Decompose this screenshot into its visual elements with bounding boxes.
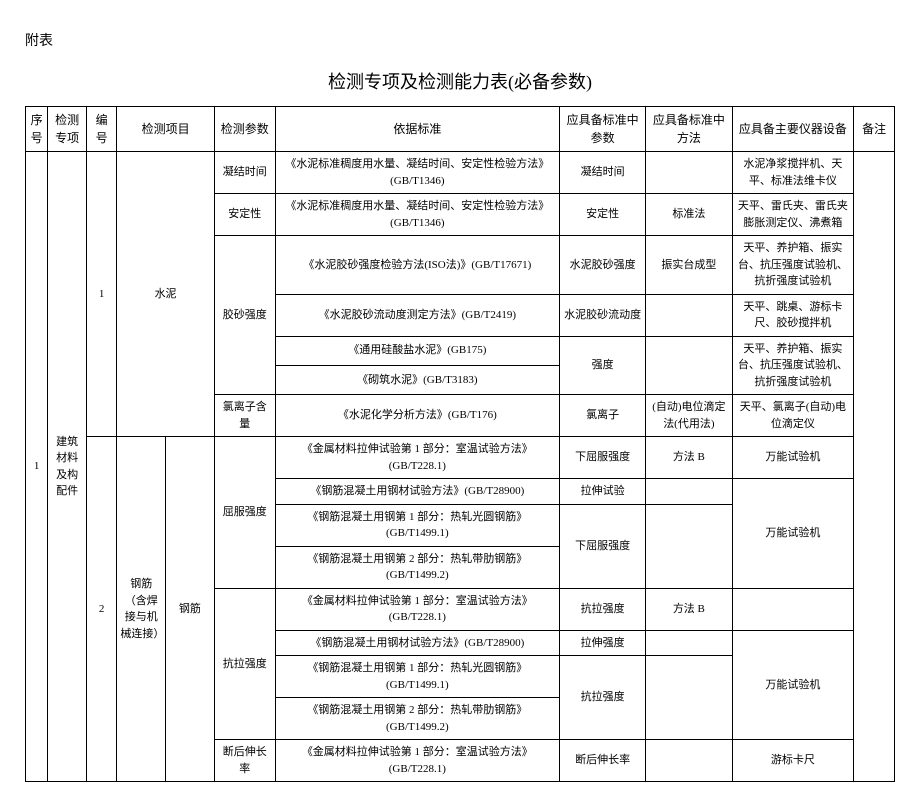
cell-stdparam: 凝结时间 <box>559 152 645 194</box>
cell-standard: 《钢筋混凝土用钢第 1 部分：热轧光圆钢筋》(GB/T1499.1) <box>275 656 559 698</box>
capability-table: 序号 检测专项 编号 检测项目 检测参数 依据标准 应具备标准中参数 应具备标准… <box>25 106 895 782</box>
col-num: 编号 <box>86 107 116 152</box>
cell-stdmethod <box>646 336 732 395</box>
cell-standard: 《钢筋混凝土用钢材试验方法》(GB/T28900) <box>275 479 559 505</box>
cell-item: 水泥 <box>117 152 214 437</box>
cell-param: 氯离子含量 <box>214 395 275 437</box>
cell-stdmethod: 标准法 <box>646 194 732 236</box>
col-standard: 依据标准 <box>275 107 559 152</box>
cell-standard: 《水泥标准稠度用水量、凝结时间、安定性检验方法》(GB/T1346) <box>275 152 559 194</box>
cell-stdparam: 断后伸长率 <box>559 740 645 782</box>
col-remark: 备注 <box>854 107 895 152</box>
cell-num: 2 <box>86 437 116 782</box>
table-row: 2 钢筋（含焊接与机械连接） 钢筋 屈服强度 《金属材料拉伸试验第 1 部分：室… <box>26 437 895 479</box>
col-seq: 序号 <box>26 107 48 152</box>
cell-equip <box>732 588 854 630</box>
col-stdmethod: 应具备标准中方法 <box>646 107 732 152</box>
cell-equip: 天平、跳桌、游标卡尺、胶砂搅拌机 <box>732 294 854 336</box>
cell-equip: 天平、雷氏夹、雷氏夹膨胀测定仪、沸煮箱 <box>732 194 854 236</box>
cell-special: 建筑材料及构配件 <box>48 152 87 782</box>
cell-equip: 万能试验机 <box>732 437 854 479</box>
col-item: 检测项目 <box>117 107 214 152</box>
cell-stdmethod: 振实台成型 <box>646 236 732 295</box>
cell-stdmethod <box>646 479 732 505</box>
cell-stdmethod <box>646 152 732 194</box>
cell-standard: 《钢筋混凝土用钢第 2 部分：热轧带肋钢筋》(GB/T1499.2) <box>275 698 559 740</box>
cell-stdmethod <box>646 294 732 336</box>
col-special: 检测专项 <box>48 107 87 152</box>
cell-stdparam: 抗拉强度 <box>559 656 645 740</box>
attachment-label: 附表 <box>25 30 895 50</box>
cell-equip: 天平、养护箱、振实台、抗压强度试验机、抗折强度试验机 <box>732 336 854 395</box>
cell-stdmethod: 方法 B <box>646 437 732 479</box>
cell-stdparam: 水泥胶砂流动度 <box>559 294 645 336</box>
cell-stdmethod <box>646 656 732 740</box>
cell-stdmethod: (自动)电位滴定法(代用法) <box>646 395 732 437</box>
cell-param: 断后伸长率 <box>214 740 275 782</box>
cell-equip: 万能试验机 <box>732 630 854 740</box>
cell-stdparam: 抗拉强度 <box>559 588 645 630</box>
cell-equip: 万能试验机 <box>732 479 854 589</box>
cell-seq: 1 <box>26 152 48 782</box>
cell-standard: 《水泥胶砂流动度测定方法》(GB/T2419) <box>275 294 559 336</box>
cell-param: 凝结时间 <box>214 152 275 194</box>
cell-standard: 《水泥化学分析方法》(GB/T176) <box>275 395 559 437</box>
cell-standard: 《金属材料拉伸试验第 1 部分：室温试验方法》(GB/T228.1) <box>275 740 559 782</box>
table-row: 1 建筑材料及构配件 1 水泥 凝结时间 《水泥标准稠度用水量、凝结时间、安定性… <box>26 152 895 194</box>
cell-standard: 《通用硅酸盐水泥》(GB175) <box>275 336 559 365</box>
cell-standard: 《钢筋混凝土用钢第 1 部分：热轧光圆钢筋》(GB/T1499.1) <box>275 504 559 546</box>
cell-num: 1 <box>86 152 116 437</box>
cell-stdparam: 拉伸强度 <box>559 630 645 656</box>
cell-param: 胶砂强度 <box>214 236 275 395</box>
cell-stdparam: 强度 <box>559 336 645 395</box>
cell-stdparam: 下屈服强度 <box>559 437 645 479</box>
cell-stdmethod <box>646 740 732 782</box>
cell-stdparam: 下屈服强度 <box>559 504 645 588</box>
cell-param: 安定性 <box>214 194 275 236</box>
cell-stdparam: 安定性 <box>559 194 645 236</box>
page-title: 检测专项及检测能力表(必备参数) <box>25 68 895 94</box>
cell-equip: 天平、氯离子(自动)电位滴定仪 <box>732 395 854 437</box>
col-stdparam: 应具备标准中参数 <box>559 107 645 152</box>
cell-stdparam: 水泥胶砂强度 <box>559 236 645 295</box>
cell-standard: 《钢筋混凝土用钢材试验方法》(GB/T28900) <box>275 630 559 656</box>
cell-equip: 游标卡尺 <box>732 740 854 782</box>
cell-stdmethod: 方法 B <box>646 588 732 630</box>
col-equip: 应具备主要仪器设备 <box>732 107 854 152</box>
cell-standard: 《水泥标准稠度用水量、凝结时间、安定性检验方法》(GB/T1346) <box>275 194 559 236</box>
cell-standard: 《金属材料拉伸试验第 1 部分：室温试验方法》(GB/T228.1) <box>275 588 559 630</box>
cell-stdparam: 氯离子 <box>559 395 645 437</box>
cell-param: 屈服强度 <box>214 437 275 589</box>
cell-standard: 《金属材料拉伸试验第 1 部分：室温试验方法》(GB/T228.1) <box>275 437 559 479</box>
table-header-row: 序号 检测专项 编号 检测项目 检测参数 依据标准 应具备标准中参数 应具备标准… <box>26 107 895 152</box>
cell-standard: 《钢筋混凝土用钢第 2 部分：热轧带肋钢筋》(GB/T1499.2) <box>275 546 559 588</box>
cell-param: 抗拉强度 <box>214 588 275 740</box>
cell-equip: 天平、养护箱、振实台、抗压强度试验机、抗折强度试验机 <box>732 236 854 295</box>
cell-item: 钢筋 <box>166 437 215 782</box>
col-param: 检测参数 <box>214 107 275 152</box>
cell-stdparam: 拉伸试验 <box>559 479 645 505</box>
cell-remark <box>854 152 895 782</box>
cell-stdmethod <box>646 630 732 656</box>
cell-equip: 水泥净浆搅拌机、天平、标准法维卡仪 <box>732 152 854 194</box>
cell-stdmethod <box>646 504 732 588</box>
cell-standard: 《水泥胶砂强度检验方法(ISO法)》(GB/T17671) <box>275 236 559 295</box>
cell-standard: 《砌筑水泥》(GB/T3183) <box>275 365 559 394</box>
cell-subspecial: 钢筋（含焊接与机械连接） <box>117 437 166 782</box>
